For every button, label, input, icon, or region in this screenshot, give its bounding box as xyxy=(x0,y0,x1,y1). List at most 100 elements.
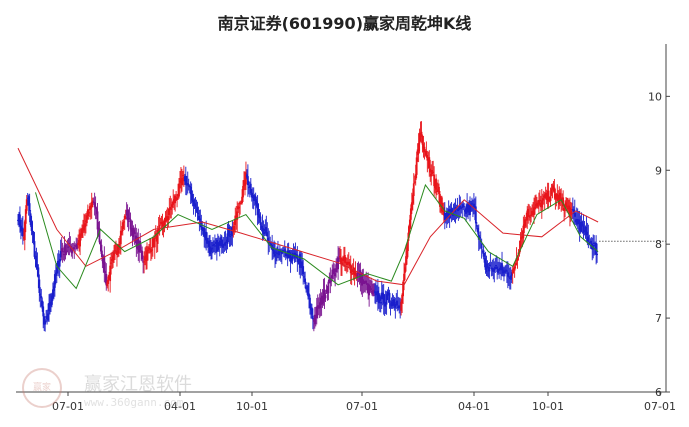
candle-body xyxy=(461,206,464,209)
candle-body xyxy=(337,257,339,270)
candle-body xyxy=(83,224,85,231)
candle-body xyxy=(102,256,105,264)
candle-body xyxy=(276,252,278,255)
candle-body xyxy=(485,265,488,272)
candle-body xyxy=(491,267,494,270)
candle-body xyxy=(462,204,465,208)
candle-body xyxy=(25,199,28,211)
candle-body xyxy=(556,193,559,199)
candle-body xyxy=(36,264,39,269)
candle-body xyxy=(215,240,218,252)
candle-body xyxy=(290,258,293,261)
candle-body xyxy=(265,227,268,234)
candle-body xyxy=(43,316,46,325)
x-tick-label: 10-01 xyxy=(532,400,564,413)
candle-body xyxy=(383,303,386,307)
candle-body xyxy=(253,195,256,201)
candle-body xyxy=(401,294,404,304)
candle-body xyxy=(570,208,573,211)
candle-body xyxy=(547,190,550,202)
candle-body xyxy=(132,227,135,238)
candle-body xyxy=(458,206,461,211)
moving-average-short xyxy=(35,183,599,290)
candle-body xyxy=(329,277,332,284)
candle-body xyxy=(107,276,110,285)
candle-body xyxy=(536,202,538,206)
candle-body xyxy=(590,240,593,244)
candle-body xyxy=(394,303,397,308)
candle-body xyxy=(374,291,376,294)
candle-body xyxy=(499,267,501,270)
candle-body xyxy=(402,281,404,297)
candle-body xyxy=(238,206,241,209)
candle-body xyxy=(539,202,542,208)
candle-body xyxy=(263,231,266,235)
candle-body xyxy=(391,301,394,307)
candle-body xyxy=(210,248,212,252)
candle-body xyxy=(148,247,150,249)
candle-body xyxy=(496,266,499,273)
candle-body xyxy=(214,241,217,244)
candle-body xyxy=(363,281,366,284)
candle-body xyxy=(111,259,113,262)
candle-body xyxy=(451,213,454,216)
candle-body xyxy=(497,269,500,273)
candle-body xyxy=(504,270,506,273)
candle-body xyxy=(205,231,208,241)
candle-body xyxy=(353,271,356,276)
candle-body xyxy=(115,250,117,253)
y-tick-label: 9 xyxy=(655,164,662,177)
chart-title: 南京证券(601990)赢家周乾坤K线 xyxy=(217,14,472,33)
candle-body xyxy=(50,301,52,306)
candle-body xyxy=(279,250,282,253)
candle-body xyxy=(249,183,252,194)
candle-body xyxy=(246,174,248,178)
candle-body xyxy=(502,269,504,274)
candle-body xyxy=(232,226,235,233)
candle-body xyxy=(285,255,288,257)
candle-body xyxy=(573,211,576,217)
candle-body xyxy=(29,213,32,226)
candle-body xyxy=(37,267,40,278)
candle-body xyxy=(380,292,383,300)
candle-body xyxy=(275,251,277,253)
candle-body xyxy=(326,289,329,292)
candle-body xyxy=(296,254,299,263)
candle-body xyxy=(138,242,141,253)
candle-body xyxy=(421,136,424,145)
candle-body xyxy=(206,238,209,244)
candle-body xyxy=(26,197,29,199)
candle-body xyxy=(585,227,588,235)
candle-body xyxy=(235,216,238,219)
candle-body xyxy=(428,157,431,169)
candle-body xyxy=(152,238,155,246)
candle-body xyxy=(311,307,313,315)
candle-body xyxy=(426,154,429,161)
candle-body xyxy=(498,268,501,271)
candle-body xyxy=(182,177,185,182)
candle-body xyxy=(460,206,463,210)
candle-body xyxy=(422,144,425,149)
candle-body xyxy=(466,204,469,211)
candle-body xyxy=(540,200,543,208)
candle-body xyxy=(382,293,385,304)
candle-body xyxy=(56,260,59,268)
candle-body xyxy=(423,146,426,152)
x-tick-label: 07-01 xyxy=(644,400,676,413)
candle-body xyxy=(578,221,581,231)
candle-body xyxy=(64,244,67,255)
candle-body xyxy=(185,183,188,186)
candle-body xyxy=(501,263,503,271)
candle-body xyxy=(550,189,553,195)
candle-body xyxy=(145,255,147,261)
candle-body xyxy=(47,313,49,320)
candle-body xyxy=(40,296,43,299)
candle-body xyxy=(116,251,118,255)
candle-body xyxy=(175,197,178,199)
candle-body xyxy=(507,276,510,278)
candle-body xyxy=(328,276,331,282)
candle-body xyxy=(355,275,358,278)
candle-body xyxy=(161,221,164,227)
candle-body xyxy=(452,214,455,216)
candle-body xyxy=(308,293,310,297)
